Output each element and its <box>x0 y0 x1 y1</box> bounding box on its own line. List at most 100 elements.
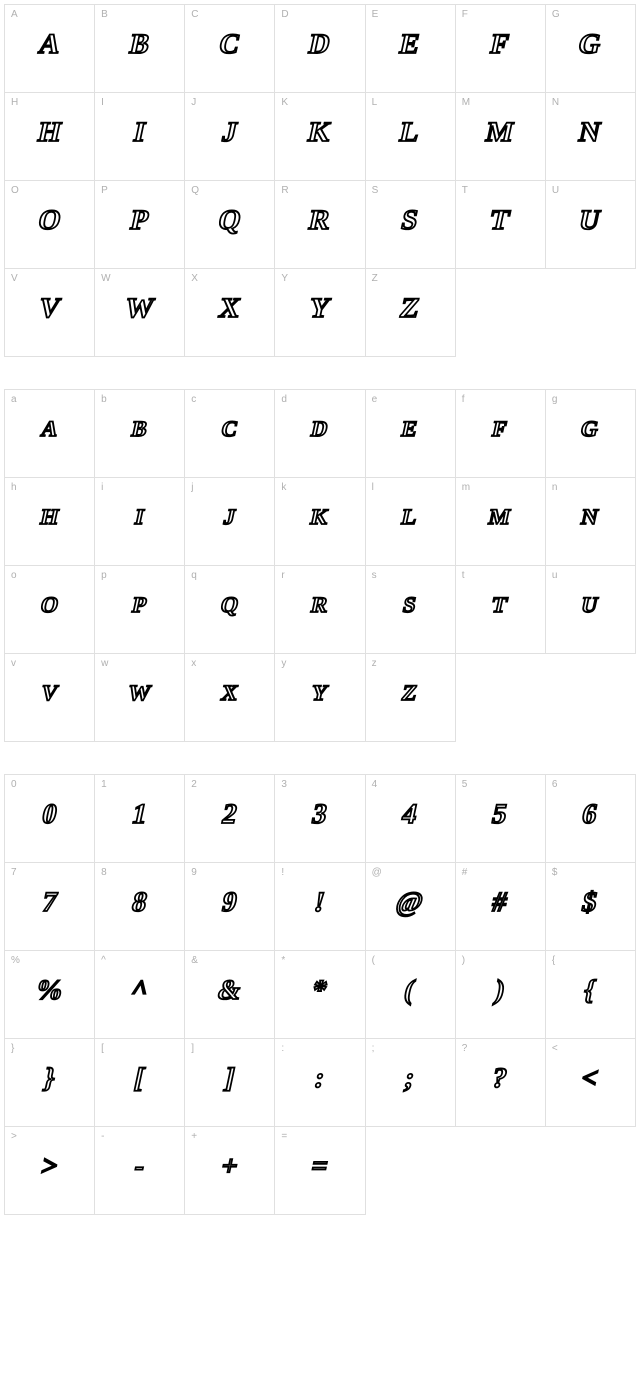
glyph-display: X <box>219 680 241 706</box>
glyph-cell: -- <box>95 1127 185 1215</box>
glyph-label: - <box>101 1131 104 1142</box>
empty-cell <box>456 654 546 742</box>
glyph-display: W <box>125 680 154 706</box>
glyph-display: E <box>397 29 423 61</box>
glyph-display: 0 <box>39 799 61 831</box>
glyph-display: P <box>130 592 150 618</box>
glyph-cell: && <box>185 951 275 1039</box>
glyph-cell: rR <box>275 566 365 654</box>
glyph-cell: @@ <box>366 863 456 951</box>
glyph-label: L <box>372 97 378 108</box>
glyph-display: K <box>308 504 332 530</box>
glyph-label: < <box>552 1043 558 1054</box>
glyph-cell: nN <box>546 478 636 566</box>
glyph-display: 9 <box>219 887 241 919</box>
glyph-label: P <box>101 185 108 196</box>
glyph-label: % <box>11 955 20 966</box>
glyph-display: { <box>581 975 600 1007</box>
glyph-display: G <box>579 416 603 442</box>
glyph-label: 5 <box>462 779 468 790</box>
glyph-cell: yY <box>275 654 365 742</box>
glyph-label: : <box>281 1043 284 1054</box>
glyph-cell: {{ <box>546 951 636 1039</box>
glyph-cell: %% <box>5 951 95 1039</box>
glyph-cell: jJ <box>185 478 275 566</box>
glyph-display: 3 <box>309 799 331 831</box>
glyph-cell: BB <box>95 5 185 93</box>
glyph-cell: AA <box>5 5 95 93</box>
glyph-cell: 66 <box>546 775 636 863</box>
glyph-display: ! <box>311 887 328 919</box>
glyph-label: R <box>281 185 288 196</box>
glyph-label: e <box>372 394 378 405</box>
glyph-label: l <box>372 482 374 493</box>
glyph-label: 2 <box>191 779 197 790</box>
glyph-cell: ?? <box>456 1039 546 1127</box>
glyph-cell: ** <box>275 951 365 1039</box>
glyph-label: 1 <box>101 779 107 790</box>
glyph-display: F <box>488 29 513 61</box>
glyph-cell: 00 <box>5 775 95 863</box>
glyph-display: I <box>130 117 149 149</box>
glyph-display: # <box>489 887 511 919</box>
glyph-display: T <box>490 592 511 618</box>
glyph-cell: CC <box>185 5 275 93</box>
glyph-cell: GG <box>546 5 636 93</box>
glyph-cell: pP <box>95 566 185 654</box>
glyph-label: 0 <box>11 779 17 790</box>
glyph-cell: uU <box>546 566 636 654</box>
glyph-display: 7 <box>39 887 61 919</box>
glyph-cell: wW <box>95 654 185 742</box>
glyph-label: k <box>281 482 286 493</box>
glyph-cell: PP <box>95 181 185 269</box>
glyph-label: Y <box>281 273 288 284</box>
glyph-label: & <box>191 955 198 966</box>
glyph-label: ^ <box>101 955 106 966</box>
glyph-label: A <box>11 9 18 20</box>
glyph-label: o <box>11 570 17 581</box>
glyph-cell: $$ <box>546 863 636 951</box>
glyph-label: ; <box>372 1043 375 1054</box>
glyph-display: Y <box>306 293 334 325</box>
glyph-display: J <box>219 117 241 149</box>
glyph-cell: xX <box>185 654 275 742</box>
glyph-display: E <box>400 416 421 442</box>
glyph-cell: EE <box>366 5 456 93</box>
glyph-cell: MM <box>456 93 546 181</box>
glyph-cell: == <box>275 1127 365 1215</box>
glyph-label: { <box>552 955 555 966</box>
glyph-cell: OO <box>5 181 95 269</box>
glyph-display: A <box>36 29 64 61</box>
glyph-display: } <box>40 1063 59 1095</box>
glyph-cell: 44 <box>366 775 456 863</box>
glyph-display: I <box>132 504 147 530</box>
glyph-label: q <box>191 570 197 581</box>
glyph-display: 8 <box>129 887 151 919</box>
glyph-cell: ]] <box>185 1039 275 1127</box>
glyph-display: B <box>126 29 152 61</box>
glyph-label: D <box>281 9 288 20</box>
glyph-label: r <box>281 570 284 581</box>
empty-cell <box>546 269 636 357</box>
glyph-display: M <box>487 504 514 530</box>
glyph-label: # <box>462 867 468 878</box>
glyph-cell: hH <box>5 478 95 566</box>
glyph-label: M <box>462 97 470 108</box>
glyph-label: 7 <box>11 867 17 878</box>
glyph-cell: TT <box>456 181 546 269</box>
glyph-display: J <box>221 504 239 530</box>
glyph-cell: ++ <box>185 1127 275 1215</box>
glyph-cell: dD <box>275 390 365 478</box>
glyph-display: = <box>308 1151 332 1183</box>
glyph-display: M <box>483 117 517 149</box>
glyph-display: 4 <box>399 799 421 831</box>
glyph-display: K <box>305 117 335 149</box>
glyph-display: S <box>398 205 421 237</box>
glyph-cell: KK <box>275 93 365 181</box>
glyph-grid: 00112233445566778899!!@@##$$%%^^&&**(())… <box>4 774 636 1215</box>
glyph-label: x <box>191 658 196 669</box>
glyph-label: @ <box>372 867 382 878</box>
glyph-cell: zZ <box>366 654 456 742</box>
glyph-cell: >> <box>5 1127 95 1215</box>
glyph-label: t <box>462 570 465 581</box>
